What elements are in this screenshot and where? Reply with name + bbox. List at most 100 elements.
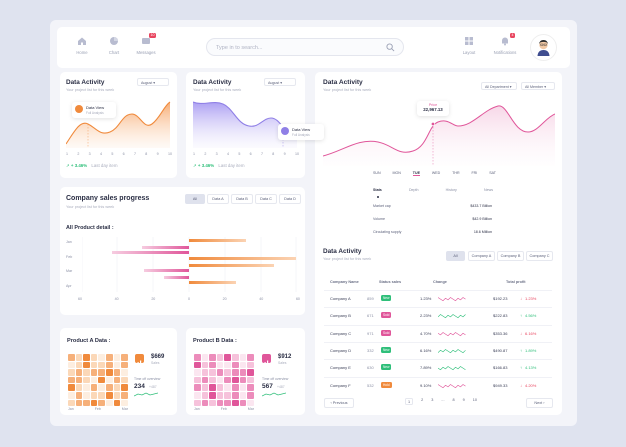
heatmap-cell <box>247 384 254 391</box>
company-name: Company D <box>330 347 352 353</box>
sales-tab-data-d[interactable]: Data D <box>279 194 301 204</box>
heatmap-cell <box>216 361 224 369</box>
page-1[interactable]: 1 <box>405 398 414 405</box>
product-b-heatmap <box>194 354 254 407</box>
x-tick: 7 <box>133 152 136 156</box>
nav-chart[interactable]: Chart <box>94 35 134 55</box>
table-row[interactable]: Company E 630 New 7.89% $166.83 ↑ 4.13% <box>324 359 552 376</box>
pagination: 1 2 3 ... 8 9 10 <box>405 398 477 405</box>
nav-notifications[interactable]: 4 Notifications <box>485 33 525 55</box>
x-tick: 5 <box>238 152 241 156</box>
heatmap-cell <box>121 354 128 361</box>
bar-feb-pink <box>112 251 189 254</box>
stats-tabs: Stats Depth History News <box>373 188 493 192</box>
month-tick: Feb <box>220 407 227 411</box>
table-tab-all[interactable]: All <box>446 251 465 261</box>
weekday-wed[interactable]: WED <box>431 171 441 175</box>
sales-tab-all[interactable]: All <box>185 194 205 204</box>
sales-tab-data-c[interactable]: Data C <box>255 194 277 204</box>
stat-value: $42.9 Billion <box>472 217 492 221</box>
product-a-overview: Time off overview <box>134 377 161 381</box>
stats-tab-history[interactable]: History <box>445 188 457 192</box>
table-tab-company-a[interactable]: Company A <box>468 251 495 261</box>
month-select-purple[interactable]: August ▾ <box>264 78 296 86</box>
member-select[interactable]: All Member ▾ <box>521 82 555 90</box>
page-3[interactable]: 3 <box>431 398 434 402</box>
department-select[interactable]: All Department ▾ <box>481 82 517 90</box>
stats-tab-news[interactable]: News <box>484 188 493 192</box>
heatmap-cell <box>224 369 231 376</box>
nav-layout[interactable]: Layout <box>449 35 489 55</box>
table-subtitle: Your project list for this week <box>323 257 372 261</box>
profit-change: 4.13% <box>525 365 537 371</box>
top-bar: Home Chart 10 Messages Type in to search… <box>57 27 570 68</box>
search-icon[interactable] <box>386 43 395 52</box>
heatmap-cell <box>83 361 90 369</box>
heatmap-cell <box>209 361 216 369</box>
profit-change: 4.56% <box>525 313 537 319</box>
heatmap-cell <box>90 384 98 391</box>
next-button[interactable]: Next › <box>526 398 553 408</box>
heatmap-cell <box>247 354 254 361</box>
table-row[interactable]: Company B 671 Sold 2.23% $222.83 ↑ 4.56% <box>324 307 552 324</box>
stat-value: 18.6 Million <box>473 230 492 234</box>
heatmap-cell <box>105 391 113 399</box>
search-input[interactable]: Type in to search... <box>206 38 404 56</box>
profit-change: 4.20% <box>525 382 537 388</box>
company-name: Company C <box>330 330 352 336</box>
weekday-thr[interactable]: THR <box>452 171 460 175</box>
heatmap-cell <box>98 376 105 384</box>
month-select-orange[interactable]: August ▾ <box>137 78 169 86</box>
nav-messages[interactable]: 10 Messages <box>126 33 166 55</box>
trend-orange: ↗ + 3.46% Last day item <box>66 163 118 169</box>
sales-tab-data-b[interactable]: Data B <box>231 194 253 204</box>
avatar[interactable] <box>530 34 557 61</box>
nav-layout-label: Layout <box>462 50 476 55</box>
heatmap-cell <box>98 369 105 376</box>
product-a-icon <box>135 354 144 365</box>
change-sparkline <box>438 366 466 371</box>
table-row[interactable]: Company A 859 New 1.23% $192.23 ↓ 1.23% <box>324 290 552 307</box>
weekday-mon[interactable]: MON <box>392 171 401 175</box>
nav-chart-label: Chart <box>108 50 120 55</box>
table-row[interactable]: Company F 532 Hold 9.10% $949.33 ↓ 4.20% <box>324 376 552 394</box>
table-tab-company-b[interactable]: Company B <box>497 251 524 261</box>
trend-up-arrow-icon: ↗ <box>193 163 197 168</box>
page-2[interactable]: 2 <box>421 398 424 402</box>
heatmap-cell <box>68 384 75 391</box>
profit-value: $949.33 <box>493 382 508 388</box>
page-9[interactable]: 9 <box>462 398 465 402</box>
stats-tab-depth[interactable]: Depth <box>408 188 419 192</box>
product-b-card: Product B Data : $912 Sales Time off ove… <box>186 328 305 415</box>
page-8[interactable]: 8 <box>452 398 455 402</box>
table-row[interactable]: Company C 971 Sold 4.70% $353.36 ↓ 6.16% <box>324 324 552 342</box>
x-tick: 20 <box>222 297 227 301</box>
nav-home[interactable]: Home <box>62 35 102 55</box>
table-row[interactable]: Company D 332 New 6.16% $490.87 ↑ 1.89% <box>324 341 552 359</box>
change-value: 4.70% <box>420 330 432 336</box>
x-tick: 40 <box>114 297 119 301</box>
sales-tab-data-a[interactable]: Data A <box>207 194 229 204</box>
heatmap-cell <box>113 399 121 407</box>
weekday-sun[interactable]: SUN <box>373 171 381 175</box>
company-name: Company A <box>330 296 351 301</box>
status-badge: Hold <box>381 381 392 388</box>
page-10[interactable]: 10 <box>472 398 477 402</box>
stat-label: Volume <box>373 217 385 221</box>
heatmap-cell <box>98 391 105 399</box>
weekday-tue[interactable]: TUE <box>412 171 420 176</box>
stats-tab-stats[interactable]: Stats <box>373 188 382 192</box>
activity-card-purple: Data Activity Your project list for this… <box>186 72 324 178</box>
heatmap-cell <box>194 369 201 376</box>
change-sparkline <box>438 314 466 319</box>
previous-button[interactable]: ‹ Previous <box>324 398 354 408</box>
tooltip-purple: Data View Full Analysis <box>278 124 324 140</box>
weekday-sat[interactable]: SAT <box>489 171 496 175</box>
heatmap-cell <box>113 376 121 384</box>
sales-subtitle: Your project list for this week <box>66 205 115 209</box>
heatmap-cell <box>216 376 224 384</box>
heatmap-cell <box>90 361 98 369</box>
product-b-sparkline <box>262 392 286 397</box>
weekday-fri[interactable]: FRI <box>471 171 478 175</box>
table-tab-company-c[interactable]: Company C <box>526 251 553 261</box>
